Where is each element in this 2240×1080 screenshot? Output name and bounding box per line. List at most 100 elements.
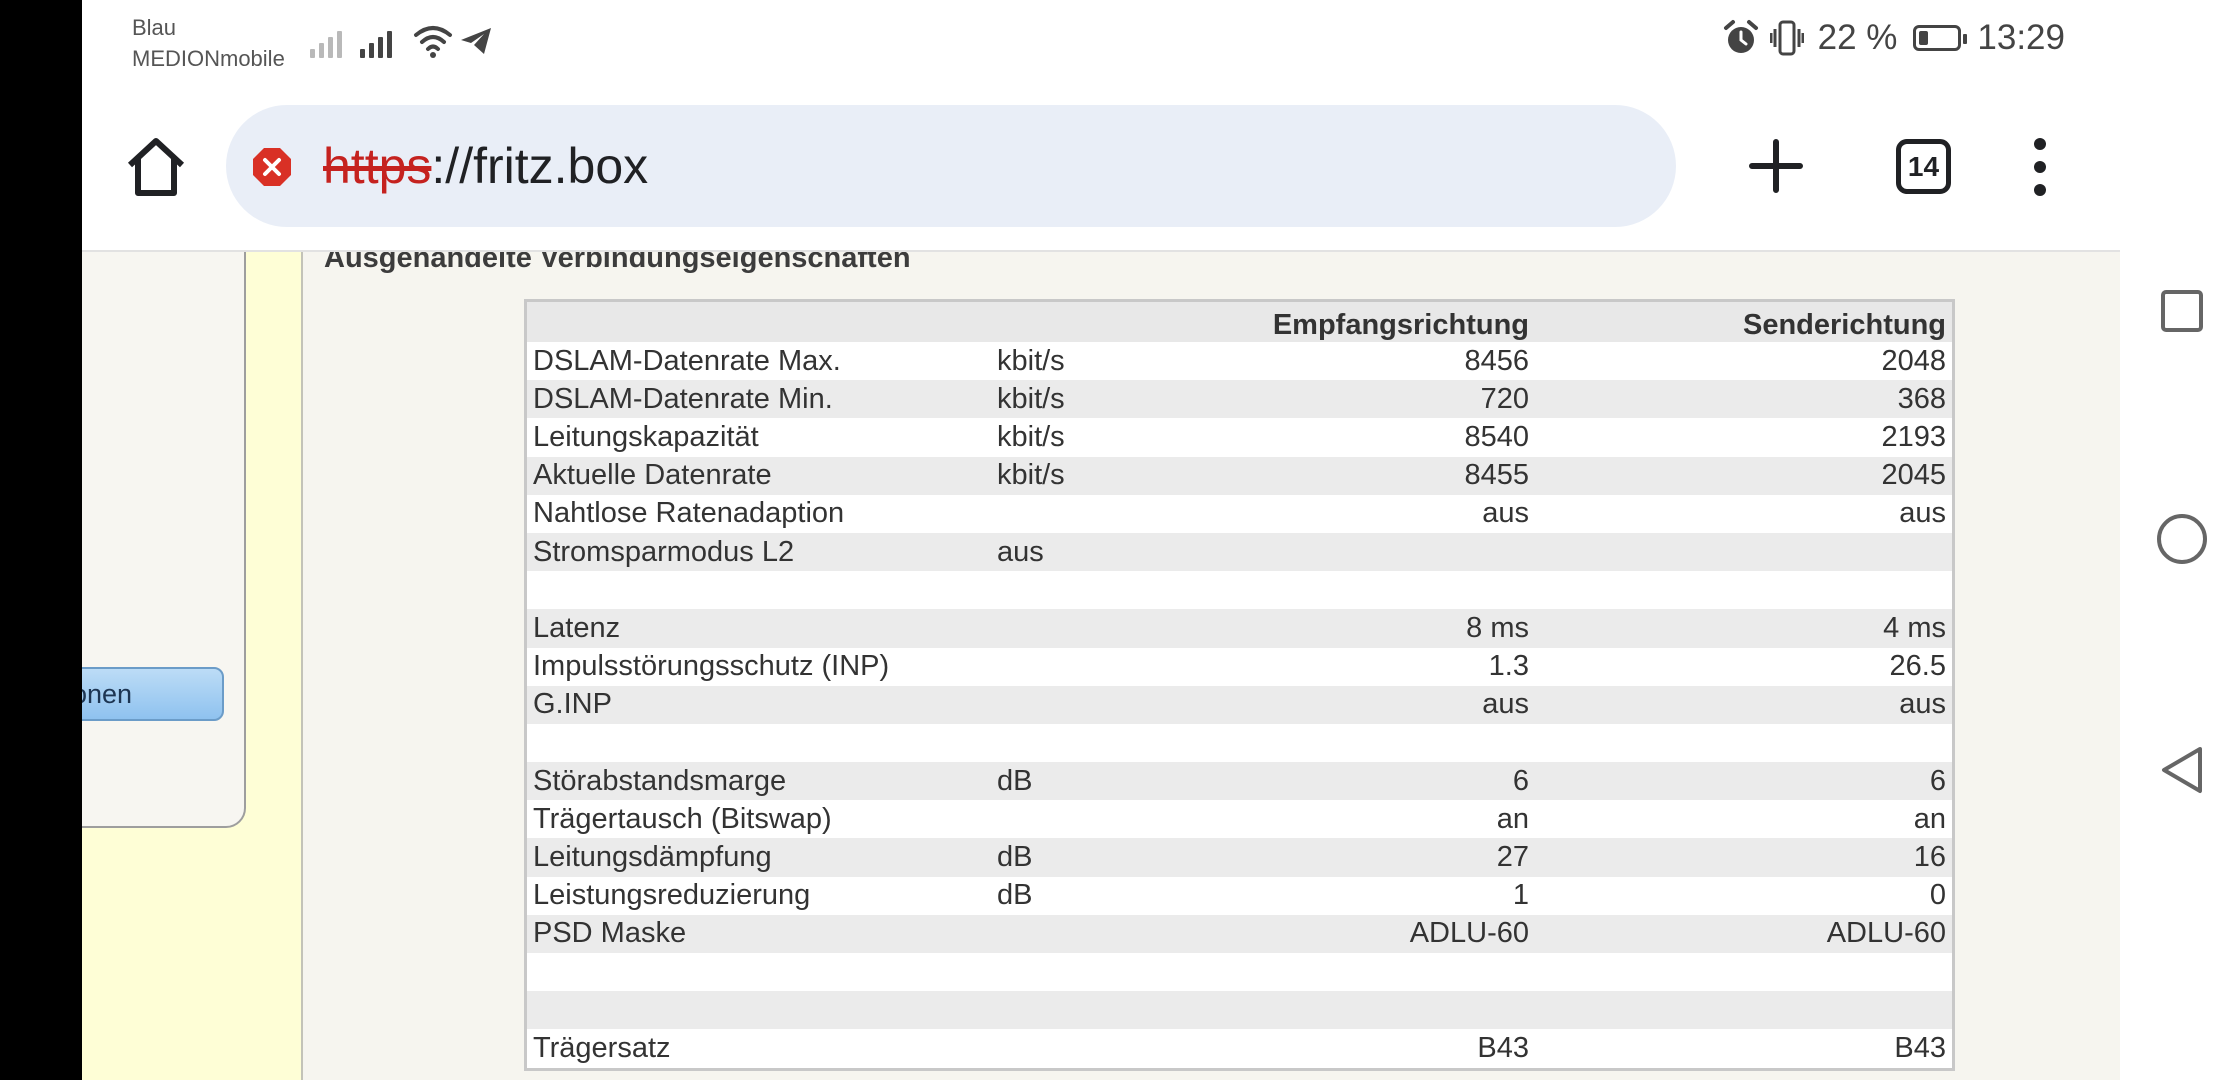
row-tx-value: 368 bbox=[1535, 380, 1954, 419]
battery-icon bbox=[1913, 25, 1968, 51]
row-unit bbox=[991, 914, 1203, 953]
row-label: Leitungskapazität bbox=[533, 420, 759, 453]
table-body: DSLAM-Datenrate Max. kbit/s 8456 2048 DSLAM-… bbox=[525, 342, 1954, 1069]
table-row: Leitungsdämpfung dB 27 16 bbox=[525, 838, 1954, 877]
signal-icon-sim2 bbox=[360, 28, 392, 58]
row-tx-value: 2193 bbox=[1881, 420, 1946, 453]
row-label: DSLAM-Datenrate Max. bbox=[533, 344, 841, 377]
row-unit: dB bbox=[991, 762, 1203, 801]
header-rx: Empfangsrichtung bbox=[1203, 300, 1535, 342]
vibrate-icon bbox=[1769, 20, 1804, 56]
table-row: Leitungskapazität kbit/s 8540 2193 bbox=[526, 418, 1954, 456]
row-label: Leitungsdämpfung bbox=[525, 838, 991, 877]
row-rx-value: 6 bbox=[1203, 762, 1535, 801]
table-row: DSLAM-Datenrate Min. kbit/s 720 368 bbox=[525, 380, 1954, 419]
status-right: 22 % 13:29 bbox=[1722, 18, 2065, 58]
row-tx-value bbox=[1535, 571, 1954, 609]
table-row: Aktuelle Datenrate kbit/s 8455 2045 bbox=[525, 456, 1954, 495]
not-secure-icon[interactable] bbox=[252, 147, 292, 187]
table-row: Nahtlose Ratenadaption aus aus bbox=[526, 495, 1954, 533]
row-rx-value bbox=[1203, 724, 1535, 762]
row-rx-value: aus bbox=[1203, 685, 1535, 724]
table-row bbox=[526, 953, 1954, 991]
row-label bbox=[526, 953, 992, 991]
row-tx-value: 2045 bbox=[1535, 456, 1954, 495]
row-unit: kbit/s bbox=[997, 344, 1065, 377]
row-label: G.INP bbox=[525, 685, 991, 724]
table-header-row: Empfangsrichtung Senderichtung bbox=[525, 300, 1954, 342]
row-unit bbox=[991, 648, 1203, 686]
row-unit bbox=[991, 953, 1203, 991]
row-unit bbox=[991, 800, 1203, 838]
address-bar[interactable]: https://fritz.box bbox=[226, 105, 1676, 227]
row-unit bbox=[991, 495, 1203, 533]
carrier-label: Blau MEDIONmobile bbox=[132, 12, 285, 74]
telegram-icon bbox=[461, 28, 491, 54]
side-navigation: ionen bbox=[82, 252, 246, 828]
row-label: Latenz bbox=[525, 609, 991, 648]
row-rx-value bbox=[1203, 571, 1535, 609]
row-tx-value: an bbox=[1913, 802, 1946, 835]
row-label bbox=[526, 571, 992, 609]
wifi-icon bbox=[414, 26, 452, 58]
recents-button[interactable] bbox=[2160, 289, 2204, 333]
phone-screen: Blau MEDIONmobile bbox=[82, 0, 2120, 1080]
table-row: Stromsparmodus L2 aus bbox=[525, 532, 1954, 572]
row-label: Leistungsreduzierung bbox=[533, 879, 811, 912]
web-page: ionen Ausgehandelte Verbindungseigenscha… bbox=[82, 252, 2120, 1080]
url-host: ://fritz.box bbox=[431, 138, 649, 194]
connection-properties-table: Empfangsrichtung Senderichtung DSLAM-Dat… bbox=[524, 299, 1955, 1071]
url-scheme: https bbox=[323, 138, 432, 194]
row-rx-value: 8455 bbox=[1203, 456, 1535, 495]
row-unit: dB bbox=[997, 879, 1033, 912]
new-tab-icon[interactable] bbox=[1746, 136, 1806, 196]
row-tx-value: 6 bbox=[1535, 762, 1954, 801]
table-row: G.INP aus aus bbox=[525, 685, 1954, 724]
carrier-line2: MEDIONmobile bbox=[132, 46, 285, 71]
back-button[interactable] bbox=[2158, 745, 2206, 795]
row-label: Impulsstörungsschutz (INP) bbox=[533, 650, 890, 683]
table-row bbox=[525, 991, 1954, 1030]
carrier-line1: Blau bbox=[132, 15, 177, 40]
row-unit: kbit/s bbox=[991, 380, 1203, 419]
row-rx-value: 720 bbox=[1203, 380, 1535, 419]
row-unit bbox=[991, 724, 1203, 762]
row-label: Aktuelle Datenrate bbox=[525, 456, 991, 495]
row-rx-value: B43 bbox=[1477, 1031, 1529, 1064]
home-icon[interactable] bbox=[120, 131, 192, 203]
tab-switcher-button[interactable]: 14 bbox=[1896, 139, 1951, 194]
row-tx-value bbox=[1535, 532, 1954, 572]
home-button[interactable] bbox=[2156, 513, 2208, 565]
row-label: Stromsparmodus L2 bbox=[525, 532, 991, 572]
more-menu-icon[interactable] bbox=[2030, 136, 2050, 198]
row-tx-value: B43 bbox=[1894, 1031, 1946, 1064]
row-label: Nahtlose Ratenadaption bbox=[533, 497, 845, 530]
row-tx-value: aus bbox=[1535, 685, 1954, 724]
row-rx-value: ADLU-60 bbox=[1203, 914, 1535, 953]
row-unit bbox=[991, 571, 1203, 609]
row-label: DSLAM-Datenrate Min. bbox=[525, 380, 991, 419]
row-unit bbox=[991, 1029, 1203, 1069]
android-nav-bar bbox=[2120, 0, 2240, 1080]
row-tx-value bbox=[1535, 953, 1954, 991]
row-unit: dB bbox=[991, 838, 1203, 877]
table-row bbox=[526, 571, 1954, 609]
row-unit: aus bbox=[991, 532, 1203, 572]
row-rx-value bbox=[1203, 991, 1535, 1030]
table-row bbox=[526, 724, 1954, 762]
row-tx-value: 26.5 bbox=[1889, 650, 1946, 683]
header-unit bbox=[991, 300, 1203, 342]
row-rx-value: 8540 bbox=[1464, 420, 1529, 453]
row-rx-value bbox=[1203, 532, 1535, 572]
row-tx-value: aus bbox=[1899, 497, 1946, 530]
sidebar-item-selected[interactable]: ionen bbox=[82, 667, 224, 721]
table-row: Latenz 8 ms 4 ms bbox=[525, 609, 1954, 648]
browser-toolbar: https://fritz.box 14 bbox=[82, 88, 2120, 252]
row-rx-value: 1 bbox=[1512, 879, 1529, 912]
url-text[interactable]: https://fritz.box bbox=[323, 137, 648, 195]
row-label: Trägersatz bbox=[533, 1031, 671, 1064]
row-label bbox=[526, 724, 992, 762]
alarm-icon bbox=[1723, 20, 1758, 53]
header-tx: Senderichtung bbox=[1535, 300, 1954, 342]
row-rx-value: an bbox=[1496, 802, 1529, 835]
